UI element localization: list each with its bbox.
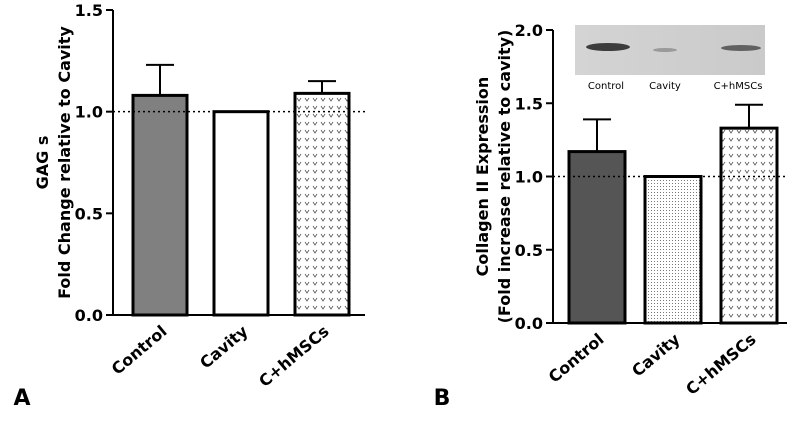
y-tick-label: 0.5 xyxy=(515,241,543,260)
y-axis-label: Fold Change relative to Cavity xyxy=(55,26,74,299)
y-axis-label: Collagen II Expression xyxy=(473,77,492,277)
inset-label: Cavity xyxy=(649,81,681,92)
y-tick-label: 1.0 xyxy=(75,103,103,122)
x-tick-label: Control xyxy=(108,322,171,379)
x-tick-label: Cavity xyxy=(196,321,252,372)
y-tick-label: 0.5 xyxy=(75,204,103,223)
y-tick-label: 0.0 xyxy=(515,314,543,333)
bar xyxy=(643,175,703,325)
y-tick-label: 2.0 xyxy=(515,21,543,40)
panel-label: B xyxy=(434,386,451,411)
bar xyxy=(293,91,351,317)
bar xyxy=(719,126,779,325)
y-axis-label: GAG s xyxy=(33,136,52,190)
bar xyxy=(567,150,627,325)
x-tick-label: Control xyxy=(545,330,608,387)
x-tick-label: Cavity xyxy=(628,329,684,380)
blot-inset xyxy=(575,25,765,75)
y-tick-label: 1.5 xyxy=(75,1,103,20)
x-tick-label: C+hMSCs xyxy=(682,330,760,399)
y-tick-label: 1.5 xyxy=(515,94,543,113)
inset-label: C+hMSCs xyxy=(714,81,763,92)
inset-label: Control xyxy=(588,81,624,92)
panel-label: A xyxy=(13,386,30,411)
bar xyxy=(212,110,270,317)
y-tick-label: 0.0 xyxy=(75,306,103,325)
x-tick-label: C+hMSCs xyxy=(255,322,333,391)
y-axis-label: (Fold increase relative to cavity) xyxy=(495,30,514,324)
bar xyxy=(131,93,189,317)
y-tick-label: 1.0 xyxy=(515,168,543,187)
